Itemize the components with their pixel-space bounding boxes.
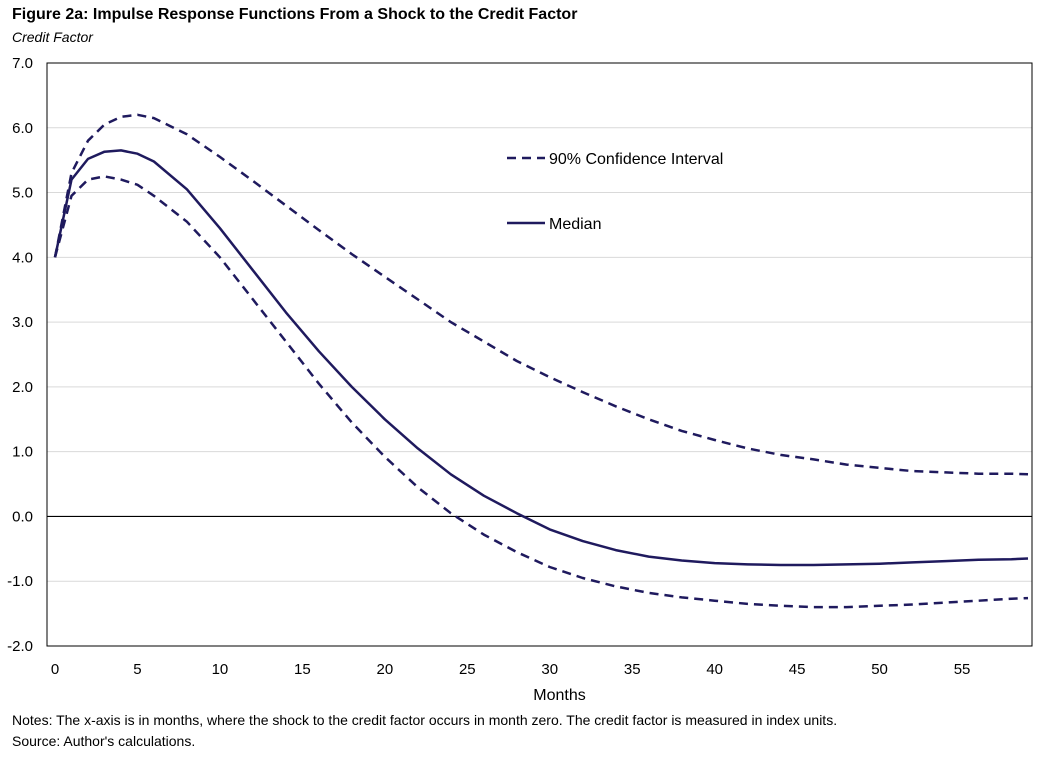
x-tick-label: 15 bbox=[294, 661, 311, 678]
legend-label: 90% Confidence Interval bbox=[549, 151, 723, 168]
series-layer bbox=[53, 113, 1029, 609]
y-tick-label: 5.0 bbox=[12, 185, 33, 202]
x-tick-label: 55 bbox=[954, 661, 971, 678]
chart-subtitle: Credit Factor bbox=[12, 29, 93, 45]
x-tick-label: 40 bbox=[706, 661, 723, 678]
plot-frame bbox=[46, 62, 1033, 647]
confidence-interval-line bbox=[53, 175, 1029, 609]
grid-layer bbox=[47, 62, 1032, 647]
x-axis-label: Months bbox=[533, 687, 585, 704]
y-tick-label: 1.0 bbox=[12, 444, 33, 461]
y-tick-label: 4.0 bbox=[12, 249, 33, 266]
x-tick-label: 30 bbox=[541, 661, 558, 678]
tick-layer: -2.0 -1.0 0.0 1.0 2.0 3.0 4.0 5.0 6.0 7.0 0 5 10 15 20… bbox=[7, 55, 970, 678]
y-tick-label: 3.0 bbox=[12, 314, 33, 331]
y-tick-label: -2.0 bbox=[7, 638, 33, 655]
notes-block: Notes: The x-axis is in months, where th… bbox=[12, 710, 837, 752]
y-tick-label: -1.0 bbox=[7, 573, 33, 590]
x-tick-label: 5 bbox=[133, 661, 141, 678]
source-text: Source: Author's calculations. bbox=[12, 733, 196, 749]
x-tick-label: 20 bbox=[376, 661, 393, 678]
x-tick-label: 50 bbox=[871, 661, 888, 678]
x-tick-label: 25 bbox=[459, 661, 476, 678]
y-tick-label: 0.0 bbox=[12, 508, 33, 525]
confidence-interval-line bbox=[53, 113, 1029, 476]
y-tick-label: 6.0 bbox=[12, 120, 33, 137]
x-tick-label: 10 bbox=[212, 661, 229, 678]
x-tick-label: 0 bbox=[51, 661, 59, 678]
x-tick-label: 45 bbox=[789, 661, 806, 678]
y-tick-label: 7.0 bbox=[12, 55, 33, 72]
chart-title: Figure 2a: Impulse Response Functions Fr… bbox=[12, 6, 578, 23]
y-tick-label: 2.0 bbox=[12, 379, 33, 396]
median-line bbox=[53, 149, 1029, 567]
notes-text: Notes: The x-axis is in months, where th… bbox=[12, 712, 838, 728]
legend: 90% Confidence Interval Median bbox=[507, 151, 723, 233]
legend-label: Median bbox=[549, 216, 601, 233]
x-tick-label: 35 bbox=[624, 661, 641, 678]
